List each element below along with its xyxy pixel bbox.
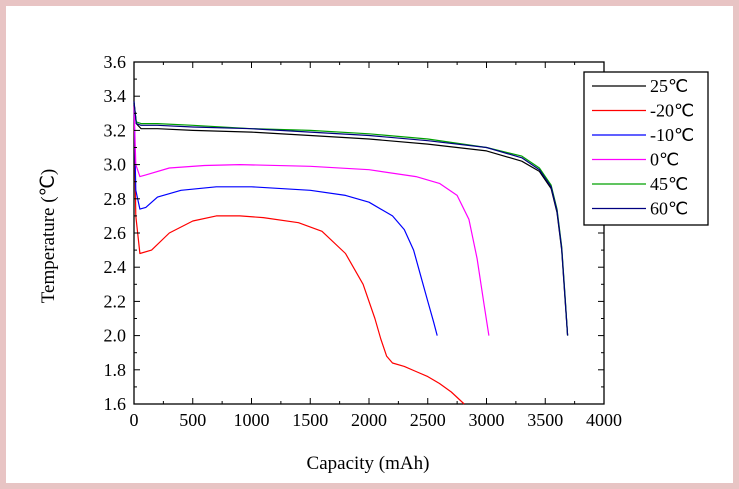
legend-box <box>583 71 709 226</box>
x-tick-label: 1000 <box>234 410 270 430</box>
x-tick-label: 0 <box>130 410 139 430</box>
x-tick-label: 3500 <box>527 410 563 430</box>
y-tick-label: 3.0 <box>104 155 127 175</box>
legend-label: -10℃ <box>650 125 694 145</box>
y-tick-label: 3.2 <box>104 120 127 140</box>
x-tick-label: 1500 <box>292 410 328 430</box>
legend-label: 0℃ <box>650 150 679 170</box>
y-tick-label: 1.6 <box>104 394 127 414</box>
y-tick-label: 2.0 <box>104 326 127 346</box>
legend-label: 45℃ <box>650 174 688 194</box>
x-tick-label: 2000 <box>351 410 387 430</box>
legend-label: 60℃ <box>650 199 688 219</box>
x-tick-label: 4000 <box>586 410 622 430</box>
plot-border <box>133 61 605 405</box>
legend: 25℃ -20℃ -10℃ 0℃ 45℃ 60℃ <box>583 71 709 226</box>
y-tick-label: 2.8 <box>104 189 127 209</box>
legend-label: 25℃ <box>650 76 688 96</box>
y-tick-label: 3.6 <box>104 52 127 72</box>
y-tick-label: 1.8 <box>104 360 127 380</box>
y-tick-label: 2.4 <box>104 257 127 277</box>
series-layer <box>133 101 569 405</box>
series-line <box>133 104 438 336</box>
plot-area <box>133 61 605 405</box>
y-axis-title: Temperature (℃) <box>38 169 59 303</box>
legend-label: -20℃ <box>650 101 694 121</box>
series-line <box>133 104 490 336</box>
x-tick-label: 500 <box>179 410 206 430</box>
y-tick-label: 3.4 <box>104 86 127 106</box>
x-tick-label: 3000 <box>469 410 505 430</box>
y-tick-label: 2.2 <box>104 291 127 311</box>
x-axis-title: Capacity (mAh) <box>307 453 430 474</box>
line-chart: 0 500 1000 1500 2000 2500 3000 3500 4000 1.6 1.8 2.… <box>38 52 709 474</box>
x-tick-label: 2500 <box>410 410 446 430</box>
axis-ticks: 0 500 1000 1500 2000 2500 3000 3500 4000 1.6 1.8 2.… <box>104 52 623 430</box>
series-line <box>133 104 465 405</box>
y-tick-label: 2.6 <box>104 223 127 243</box>
chart-frame: 0 500 1000 1500 2000 2500 3000 3500 4000 1.6 1.8 2.… <box>6 6 733 483</box>
series-line <box>133 101 569 336</box>
